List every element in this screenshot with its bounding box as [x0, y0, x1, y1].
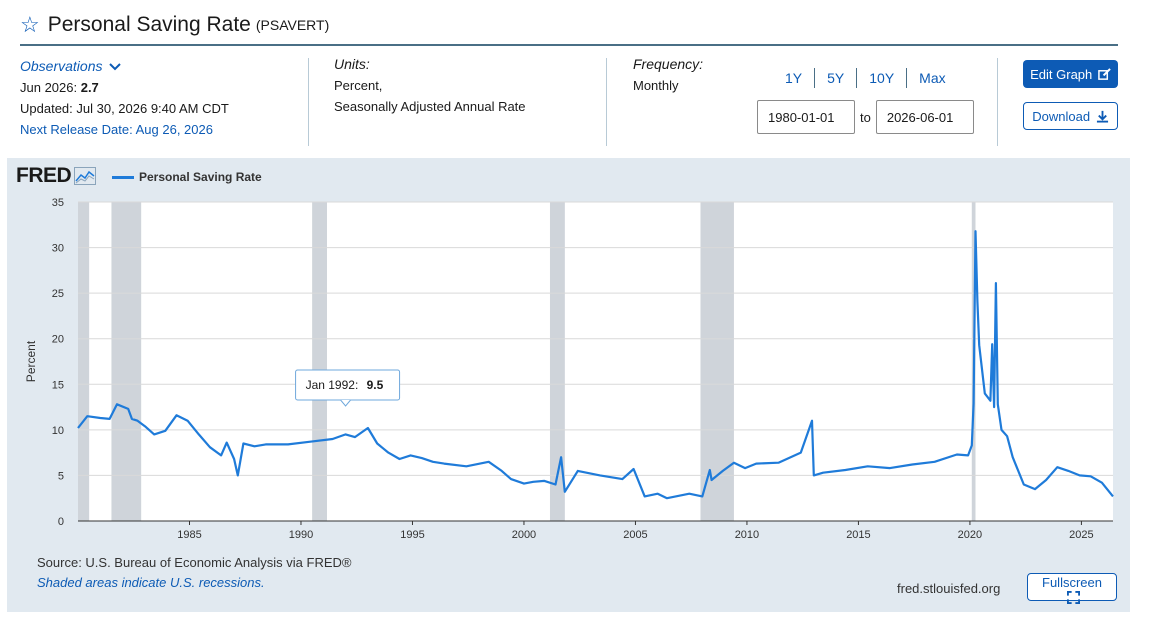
x-tick-label: 2005 — [623, 529, 647, 541]
tooltip-value: 9.5 — [367, 378, 384, 392]
star-icon[interactable]: ☆ — [20, 12, 40, 37]
y-tick-label: 20 — [52, 334, 64, 346]
range-10y-button[interactable]: 10Y — [857, 68, 908, 88]
fred-logo-text: FRED — [16, 164, 72, 187]
range-1y-button[interactable]: 1Y — [773, 68, 816, 88]
fullscreen-label: Fullscreen — [1042, 575, 1102, 590]
x-tick-label: 2020 — [958, 529, 982, 541]
source-text: Source: U.S. Bureau of Economic Analysis… — [37, 555, 352, 570]
plot-area — [78, 202, 1113, 521]
tooltip-pointer — [340, 399, 351, 407]
recession-band — [549, 202, 565, 521]
date-to-label: to — [860, 109, 871, 125]
fred-logo: FRED — [16, 164, 97, 188]
frequency-heading: Frequency: — [633, 56, 704, 72]
title-row: ☆ Personal Saving Rate (PSAVERT) — [20, 10, 329, 40]
chevron-down-icon — [109, 63, 122, 71]
units-line1: Percent, — [334, 78, 383, 93]
series-code: (PSAVERT) — [255, 17, 330, 33]
y-tick-label: 15 — [52, 379, 64, 391]
y-tick-label: 5 — [58, 470, 64, 482]
y-tick-label: 0 — [58, 516, 64, 528]
observations-heading: Observations — [20, 58, 103, 74]
divider — [997, 58, 998, 146]
x-tick-label: 1985 — [177, 529, 201, 541]
x-tick-label: 2025 — [1069, 529, 1093, 541]
observations-panel: Observations Jun 2026: 2.7 Updated: Jul … — [20, 56, 229, 140]
frequency-panel: Frequency: Monthly — [633, 56, 703, 96]
updated-text: Updated: Jul 30, 2026 9:40 AM CDT — [20, 101, 229, 116]
recession-band — [111, 202, 142, 521]
page-title: Personal Saving Rate — [47, 13, 251, 36]
divider — [308, 58, 309, 146]
download-icon — [1096, 110, 1108, 123]
y-tick-label: 30 — [52, 243, 64, 255]
x-tick-label: 2000 — [512, 529, 536, 541]
y-tick-label: 35 — [52, 197, 64, 209]
recession-band — [700, 202, 734, 521]
y-tick-label: 25 — [52, 288, 64, 300]
x-tick-label: 1995 — [400, 529, 424, 541]
end-date-input[interactable] — [875, 100, 974, 134]
x-tick-label: 2010 — [735, 529, 759, 541]
chart-tooltip: Jan 1992: 9.5 — [295, 369, 401, 407]
y-axis-label: Percent — [24, 340, 38, 382]
divider — [606, 58, 607, 146]
tooltip-label: Jan 1992: — [306, 378, 359, 392]
observations-toggle[interactable]: Observations — [20, 56, 229, 77]
download-label: Download — [1032, 108, 1091, 124]
chart-legend: Personal Saving Rate — [112, 170, 262, 184]
latest-observation: Jun 2026: 2.7 — [20, 77, 229, 98]
observation-date: Jun 2026: — [20, 80, 81, 95]
y-tick-label: 10 — [52, 425, 64, 437]
recession-note: Shaded areas indicate U.S. recessions. — [37, 575, 265, 590]
recession-band — [78, 202, 90, 521]
fred-chart-icon — [74, 167, 97, 185]
edit-graph-label: Edit Graph — [1030, 66, 1093, 82]
fullscreen-button[interactable]: Fullscreen — [1027, 573, 1117, 604]
range-buttons: 1Y 5Y 10Y Max — [773, 68, 958, 88]
legend-label: Personal Saving Rate — [139, 170, 262, 184]
range-5y-button[interactable]: 5Y — [815, 68, 858, 88]
date-range: to — [757, 100, 974, 134]
fullscreen-icon — [1066, 591, 1080, 604]
next-release-link[interactable]: Next Release Date: Aug 26, 2026 — [20, 122, 213, 137]
frequency-value: Monthly — [633, 78, 679, 93]
units-panel: Units: Percent, Seasonally Adjusted Annu… — [334, 56, 526, 117]
legend-swatch — [112, 175, 134, 179]
x-tick-label: 1990 — [289, 529, 313, 541]
recession-band — [312, 202, 327, 521]
site-url: fred.stlouisfed.org — [897, 581, 1001, 596]
x-tick-label: 2015 — [846, 529, 870, 541]
series-line — [77, 230, 1114, 500]
start-date-input[interactable] — [757, 100, 855, 134]
range-max-button[interactable]: Max — [919, 70, 946, 86]
download-button[interactable]: Download — [1023, 102, 1118, 130]
edit-graph-button[interactable]: Edit Graph — [1023, 60, 1118, 88]
observation-value: 2.7 — [80, 80, 99, 95]
units-heading: Units: — [334, 56, 370, 72]
title-divider — [20, 44, 1118, 46]
units-line2: Seasonally Adjusted Annual Rate — [334, 99, 526, 114]
edit-icon — [1098, 67, 1111, 80]
